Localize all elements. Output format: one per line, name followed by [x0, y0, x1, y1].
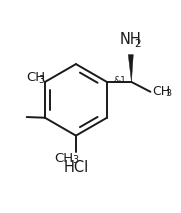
- Polygon shape: [128, 55, 133, 82]
- Text: CH: CH: [26, 71, 45, 84]
- Text: 3: 3: [165, 89, 171, 98]
- Text: CH: CH: [152, 85, 170, 98]
- Text: NH: NH: [120, 32, 142, 47]
- Text: CH: CH: [54, 152, 73, 165]
- Text: &1: &1: [113, 76, 126, 85]
- Text: 2: 2: [134, 39, 140, 49]
- Text: 3: 3: [39, 75, 45, 85]
- Text: 3: 3: [72, 155, 78, 165]
- Text: HCl: HCl: [63, 160, 89, 175]
